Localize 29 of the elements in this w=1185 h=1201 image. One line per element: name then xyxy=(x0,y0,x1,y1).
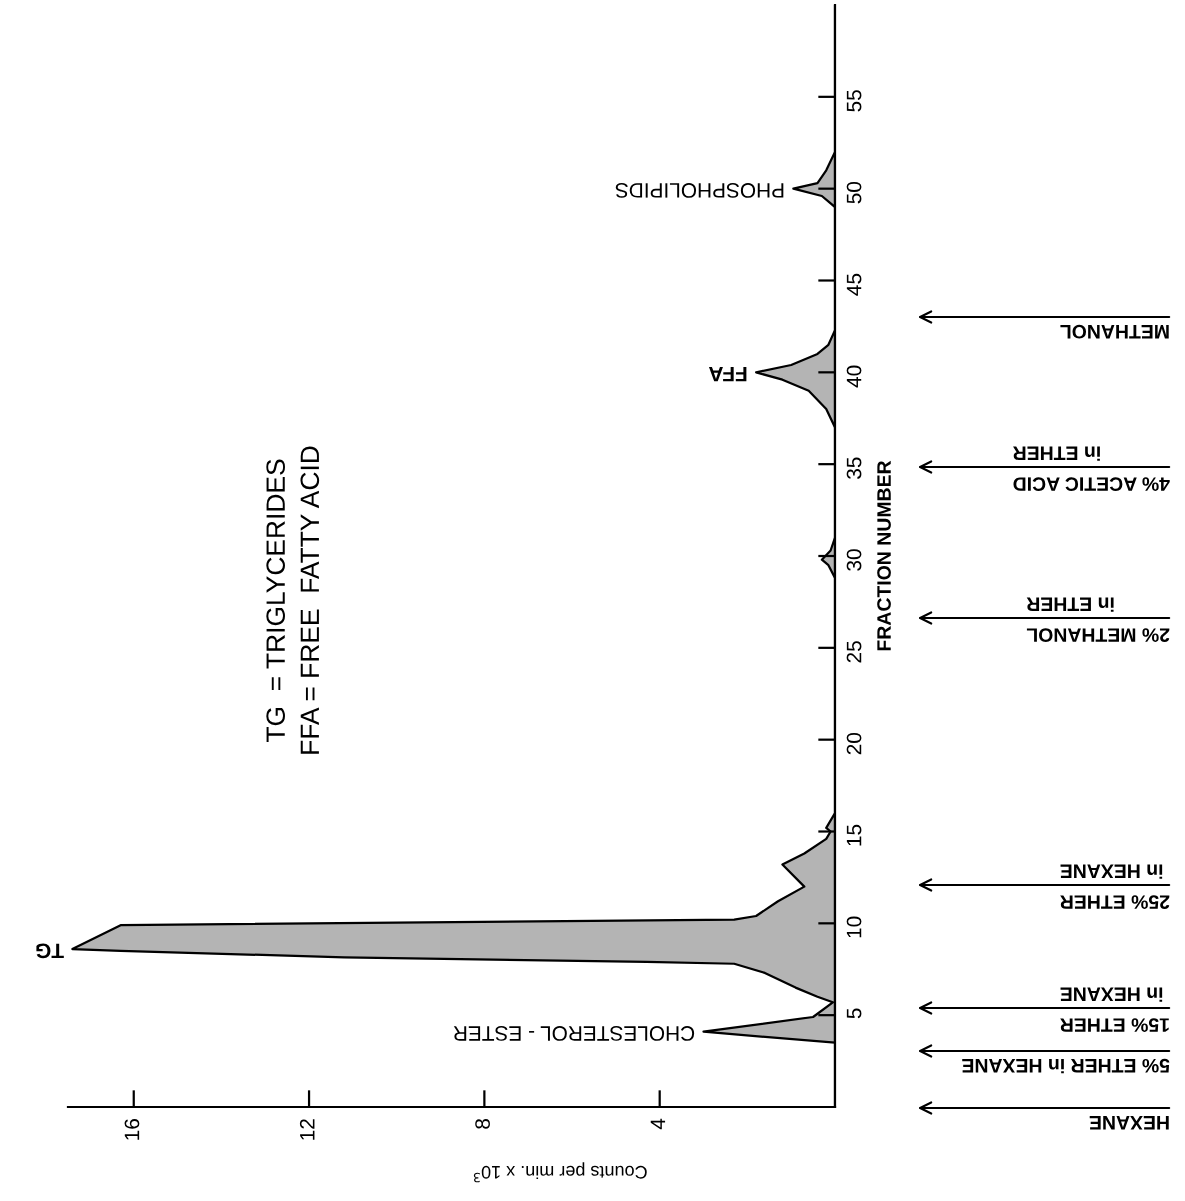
x-tick-label: 8 xyxy=(475,1119,490,1129)
x-tick-label: 4 xyxy=(650,1118,666,1130)
text: 15% ETHER in HEXANE xyxy=(1060,987,1169,1032)
y-tick-label: 25 xyxy=(846,641,862,663)
y-tick-label: 45 xyxy=(846,273,862,296)
annotation: TG xyxy=(36,943,64,959)
x-axis-title: Counts per min. x 10$^{3}$ xyxy=(473,1162,647,1183)
y-tick-label: 55 xyxy=(846,90,862,112)
x-tick-label: 16 xyxy=(124,1119,140,1140)
text: HEXANE xyxy=(1089,1116,1169,1130)
y-axis-title: FRACTION NUMBER xyxy=(877,460,891,651)
y-tick-label: 30 xyxy=(846,549,862,571)
y-tick-label: 20 xyxy=(846,732,862,755)
y-tick-label: 50 xyxy=(846,181,862,204)
y-tick-label: 10 xyxy=(846,916,862,938)
y-tick-label: 35 xyxy=(846,457,862,479)
y-tick-label: 40 xyxy=(846,365,862,388)
text: 4% ACETIC ACID in ETHER xyxy=(1013,446,1170,491)
text: 2% METHANOL in ETHER xyxy=(1026,597,1170,642)
text: METHANOL xyxy=(1060,324,1169,339)
y-tick-label: 5 xyxy=(846,1008,862,1019)
annotation: FFA xyxy=(708,366,747,382)
x-tick-label: 12 xyxy=(299,1119,315,1140)
y-tick-label: 15 xyxy=(846,824,862,846)
annotation: CHOLESTEROL - ESTER xyxy=(453,1026,695,1041)
annotation: TG = TRIGLYCERIDES FFA = FREE FATTY ACID xyxy=(266,446,320,754)
text: 25% ETHER in HEXANE xyxy=(1060,864,1170,909)
annotation: PHOSPHOLIPIDS xyxy=(615,183,784,198)
text: 5% ETHER in HEXANE xyxy=(962,1058,1170,1074)
